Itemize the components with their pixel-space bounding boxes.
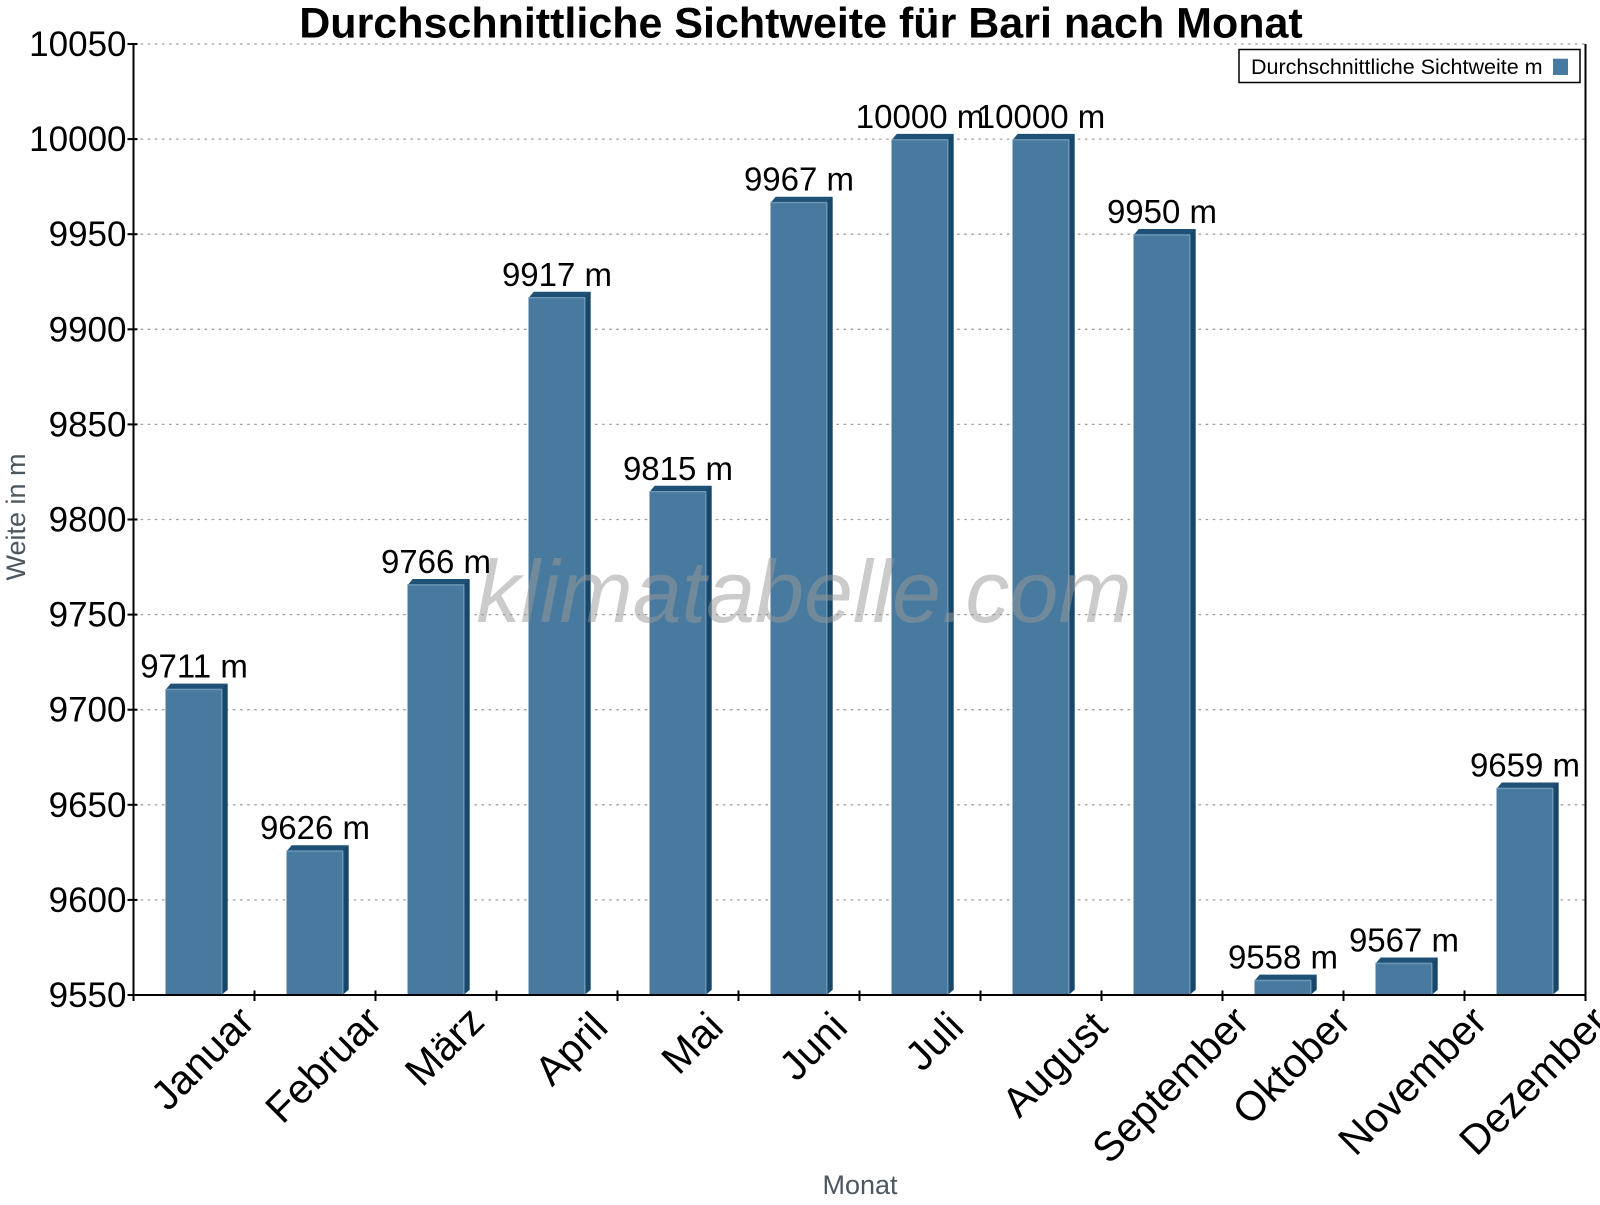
svg-text:9800: 9800 <box>49 501 127 540</box>
svg-text:10000 m: 10000 m <box>856 98 984 135</box>
svg-text:9567 m: 9567 m <box>1349 922 1459 959</box>
svg-text:9659 m: 9659 m <box>1470 747 1580 784</box>
svg-text:Durchschnittliche Sichtweite f: Durchschnittliche Sichtweite für Bari na… <box>299 0 1303 48</box>
svg-text:9550: 9550 <box>49 976 127 1015</box>
svg-text:Durchschnittliche Sichtweite m: Durchschnittliche Sichtweite m <box>1251 55 1543 79</box>
svg-text:9650: 9650 <box>49 786 127 825</box>
svg-text:9950 m: 9950 m <box>1107 193 1217 230</box>
svg-text:9917 m: 9917 m <box>502 256 612 293</box>
svg-text:9626 m: 9626 m <box>260 809 370 846</box>
svg-text:9850: 9850 <box>49 405 127 444</box>
svg-text:9750: 9750 <box>49 596 127 635</box>
svg-text:9950: 9950 <box>49 215 127 254</box>
svg-text:9600: 9600 <box>49 881 127 920</box>
svg-text:9711 m: 9711 m <box>140 648 248 685</box>
svg-text:9700: 9700 <box>49 691 127 730</box>
svg-text:9815 m: 9815 m <box>623 450 733 487</box>
svg-text:klimatabelle.com: klimatabelle.com <box>476 542 1131 641</box>
svg-text:10050: 10050 <box>29 25 126 64</box>
svg-text:Monat: Monat <box>822 1170 898 1200</box>
svg-text:9766 m: 9766 m <box>381 543 491 580</box>
svg-text:9967 m: 9967 m <box>744 161 854 198</box>
svg-text:Weite in m: Weite in m <box>1 453 31 580</box>
svg-text:10000 m: 10000 m <box>977 98 1105 135</box>
svg-text:10000: 10000 <box>29 120 126 159</box>
svg-text:9558 m: 9558 m <box>1228 939 1338 976</box>
svg-text:9900: 9900 <box>49 310 127 349</box>
